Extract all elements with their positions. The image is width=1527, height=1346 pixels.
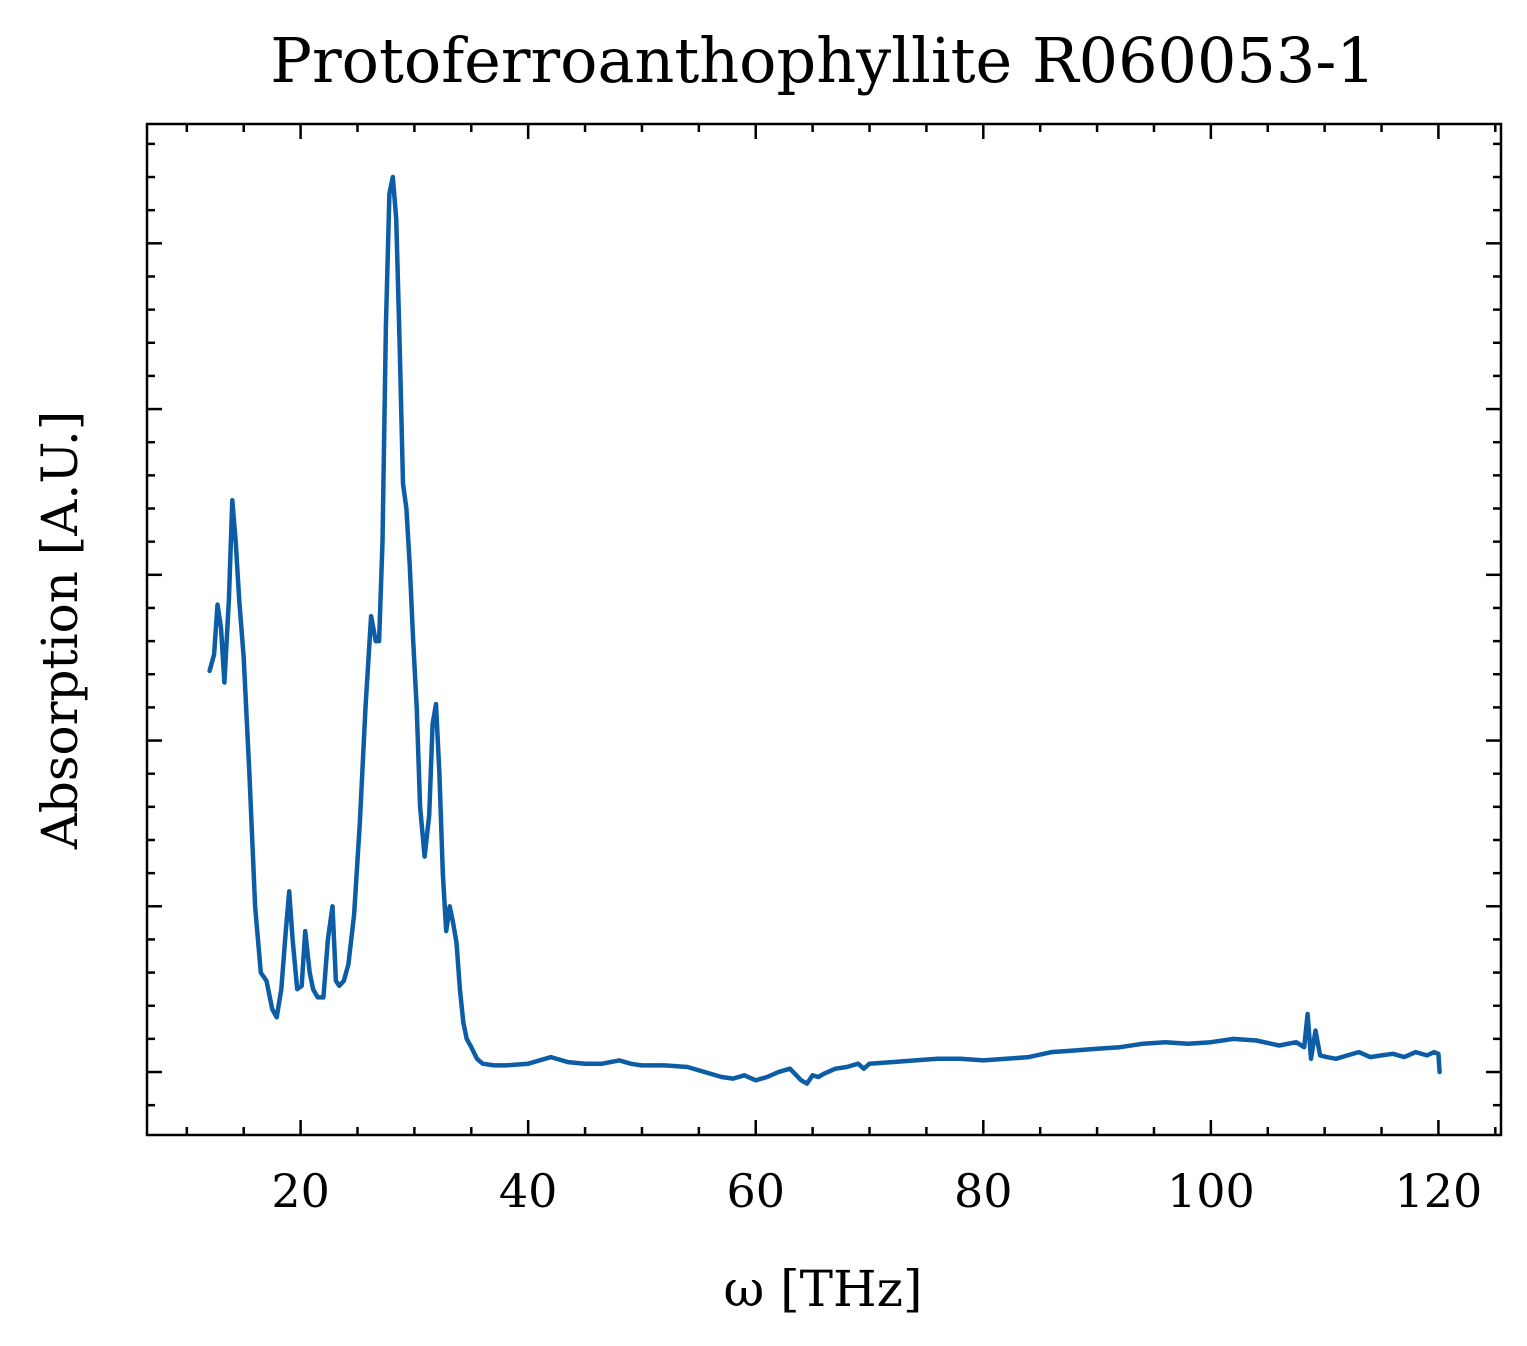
plot-area [207,174,1442,1086]
y-axis-label: Absorption [A.U.] [31,411,89,851]
chart-title: Protoferroanthophyllite R060053-1 [270,24,1375,97]
axis-ticks [147,124,1501,1135]
absorption-series-line [207,174,1442,1086]
x-tick-label: 100 [1167,1164,1255,1218]
x-tick-labels: 20 40 60 80 100 120 [271,1164,1482,1218]
x-tick-label: 80 [954,1164,1013,1218]
x-tick-label: 120 [1395,1164,1483,1218]
x-axis-label: ω [THz] [724,1260,923,1318]
plot-frame [145,122,1503,1137]
x-tick-label: 40 [499,1164,558,1218]
x-tick-label: 20 [271,1164,330,1218]
x-tick-label: 60 [726,1164,785,1218]
